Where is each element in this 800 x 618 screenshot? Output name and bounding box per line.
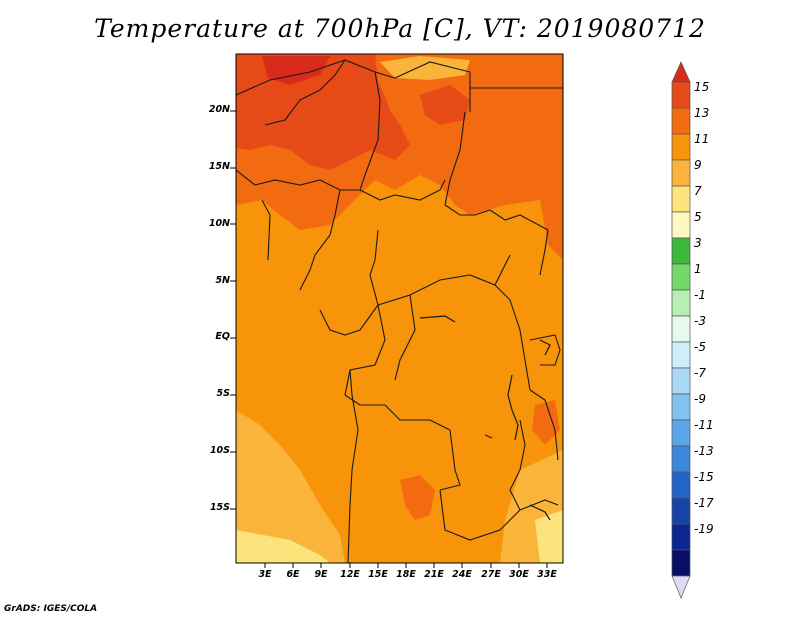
- lat-label: 15S: [209, 502, 230, 513]
- axis-ticks: [230, 110, 548, 568]
- colorbar-swatch: [671, 289, 691, 317]
- colorbar: [671, 61, 691, 599]
- colorbar-label: -19: [694, 522, 714, 536]
- colorbar-swatch: [671, 315, 691, 343]
- credit-text: GrADS: IGES/COLA: [4, 604, 98, 614]
- lon-label: 12E: [340, 569, 360, 580]
- colorbar-label: -11: [694, 418, 714, 432]
- temperature-band-5-7: [236, 530, 330, 563]
- colorbar-label: -9: [694, 392, 706, 406]
- colorbar-swatch: [671, 237, 691, 265]
- lat-label: EQ: [215, 331, 230, 342]
- colorbar-label: 7: [694, 184, 702, 198]
- colorbar-label: 1: [694, 262, 702, 276]
- colorbar-label: -1: [694, 288, 706, 302]
- lon-label: 21E: [424, 569, 444, 580]
- lon-label: 18E: [396, 569, 416, 580]
- lon-label: 27E: [481, 569, 501, 580]
- colorbar-label: 5: [694, 210, 702, 224]
- lon-label: 3E: [258, 569, 272, 580]
- colorbar-swatch: [671, 523, 691, 551]
- plot-frame: [235, 53, 564, 564]
- colorbar-label: 11: [694, 132, 710, 146]
- temperature-band-11-13: [400, 475, 435, 520]
- temperature-band-13-15: [236, 54, 410, 170]
- lat-label: 10N: [208, 218, 230, 229]
- colorbar-label: -7: [694, 366, 706, 380]
- colorbar-swatch: [671, 341, 691, 369]
- lon-label: 30E: [509, 569, 529, 580]
- temperature-band-5-7: [535, 510, 563, 563]
- temperature-field: [236, 54, 563, 563]
- colorbar-label: 15: [694, 80, 710, 94]
- chart-title: Temperature at 700hPa [C], VT: 201908071…: [94, 14, 706, 43]
- colorbar-swatch: [671, 263, 691, 291]
- temperature-band-11-13: [532, 400, 560, 445]
- colorbar-swatch: [671, 471, 691, 499]
- lon-label: 24E: [452, 569, 472, 580]
- lon-label: 15E: [368, 569, 388, 580]
- colorbar-swatch: [671, 497, 691, 525]
- lat-label: 15N: [208, 161, 230, 172]
- lat-label: 10S: [209, 445, 230, 456]
- lon-label: 9E: [314, 569, 328, 580]
- colorbar-swatch: [671, 419, 691, 447]
- colorbar-label: 3: [694, 236, 702, 250]
- colorbar-swatch: [671, 159, 691, 187]
- lon-label: 6E: [286, 569, 300, 580]
- colorbar-swatch: [671, 133, 691, 161]
- colorbar-swatch: [671, 445, 691, 473]
- lat-label: 5N: [215, 275, 230, 286]
- colorbar-label: -13: [694, 444, 714, 458]
- temperature-band-13-15: [420, 85, 470, 125]
- colorbar-label: -3: [694, 314, 706, 328]
- lat-label: 5S: [216, 388, 230, 399]
- colorbar-label: -15: [694, 470, 714, 484]
- colorbar-swatch: [671, 81, 691, 109]
- colorbar-swatch: [671, 549, 691, 577]
- colorbar-top-arrow: [671, 61, 691, 83]
- lat-label: 20N: [208, 104, 230, 115]
- colorbar-swatch: [671, 185, 691, 213]
- colorbar-swatch: [671, 367, 691, 395]
- colorbar-label: 13: [694, 106, 710, 120]
- colorbar-bottom-arrow: [671, 575, 691, 599]
- colorbar-swatch: [671, 107, 691, 135]
- temperature-band-7-9: [236, 410, 345, 563]
- colorbar-swatch: [671, 393, 691, 421]
- lon-label: 33E: [537, 569, 557, 580]
- lakes: [419, 315, 551, 521]
- country-borders: [236, 59, 563, 563]
- colorbar-label: -17: [694, 496, 714, 510]
- colorbar-label: 9: [694, 158, 702, 172]
- colorbar-label: -5: [694, 340, 706, 354]
- colorbar-swatch: [671, 211, 691, 239]
